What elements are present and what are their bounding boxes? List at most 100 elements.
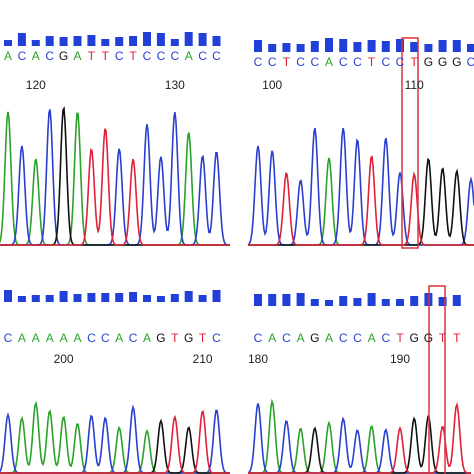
quality-bar xyxy=(31,40,40,46)
quality-bar xyxy=(438,40,447,52)
quality-bar xyxy=(129,36,138,46)
quality-bar xyxy=(115,293,124,302)
base-letter: T xyxy=(88,49,96,63)
quality-bar xyxy=(268,44,277,52)
quality-bar xyxy=(424,44,433,52)
base-letter: C xyxy=(310,55,319,69)
quality-bar xyxy=(396,39,404,52)
base-letter: G xyxy=(424,55,433,69)
quality-bar xyxy=(296,293,305,306)
quality-bar xyxy=(4,290,12,302)
quality-bar xyxy=(438,297,447,306)
base-letter: T xyxy=(129,49,137,63)
base-letter: A xyxy=(325,331,333,345)
base-letter: T xyxy=(199,331,207,345)
base-letter: C xyxy=(254,55,263,69)
quality-bar xyxy=(212,36,221,46)
quality-bar xyxy=(17,33,26,46)
quality-bar xyxy=(452,40,461,52)
quality-bar xyxy=(170,39,179,46)
trace-t xyxy=(248,401,471,474)
base-letter: G xyxy=(410,331,419,345)
base-letter: C xyxy=(381,331,390,345)
base-letter: C xyxy=(198,49,207,63)
quality-bar xyxy=(282,294,291,306)
base-letter: C xyxy=(282,331,291,345)
quality-bar xyxy=(353,298,362,306)
position-label: 180 xyxy=(248,352,268,366)
quality-bar xyxy=(101,293,110,302)
base-letter: A xyxy=(143,331,151,345)
quality-bar xyxy=(325,300,333,306)
base-letter: A xyxy=(4,49,12,63)
quality-bar xyxy=(367,40,376,52)
base-letter: C xyxy=(212,49,221,63)
trace-t xyxy=(0,410,230,474)
quality-bar xyxy=(310,299,319,306)
trace-t xyxy=(248,155,474,246)
quality-bar xyxy=(467,44,474,52)
position-label: 210 xyxy=(193,352,213,366)
quality-bar xyxy=(73,294,82,302)
base-letter: T xyxy=(283,55,291,69)
base-letter: A xyxy=(73,331,81,345)
base-letter: C xyxy=(115,49,124,63)
base-letter: C xyxy=(170,49,179,63)
base-letter: T xyxy=(439,331,447,345)
quality-bar xyxy=(353,42,362,52)
base-letter: C xyxy=(396,55,405,69)
base-letter: C xyxy=(339,331,348,345)
quality-bar xyxy=(396,299,404,306)
quality-bar xyxy=(212,290,221,302)
base-letter: C xyxy=(467,55,474,69)
base-letter: A xyxy=(368,331,376,345)
quality-bar xyxy=(156,33,165,46)
quality-bar xyxy=(367,293,376,306)
highlight-box xyxy=(428,285,446,474)
base-letter: A xyxy=(46,331,54,345)
base-letter: A xyxy=(268,331,276,345)
base-letter: C xyxy=(18,49,27,63)
base-letter: C xyxy=(339,55,348,69)
quality-bar xyxy=(410,42,419,52)
quality-bar xyxy=(184,32,193,46)
quality-bar xyxy=(156,296,165,302)
base-letter: C xyxy=(296,55,305,69)
base-letter: G xyxy=(438,55,447,69)
base-letter: A xyxy=(18,331,26,345)
base-letter: C xyxy=(101,331,110,345)
quality-bar xyxy=(296,44,305,52)
base-letter: C xyxy=(4,331,13,345)
quality-bar xyxy=(254,40,262,52)
base-letter: A xyxy=(325,55,333,69)
quality-bar xyxy=(282,43,291,52)
base-letter: C xyxy=(353,55,362,69)
quality-bar xyxy=(170,294,179,302)
base-letter: A xyxy=(32,49,40,63)
base-letter: C xyxy=(87,331,96,345)
base-letter: C xyxy=(157,49,166,63)
quality-bar xyxy=(184,291,193,302)
position-label: 120 xyxy=(26,78,46,92)
base-letter: C xyxy=(143,49,152,63)
base-letter: G xyxy=(424,331,433,345)
quality-bar xyxy=(87,35,96,46)
trace-t xyxy=(0,128,230,246)
base-letter: A xyxy=(60,331,68,345)
quality-bar xyxy=(452,295,461,306)
highlight-box xyxy=(401,37,419,249)
quality-bar xyxy=(17,296,26,302)
quality-bar xyxy=(59,37,68,46)
base-letter: C xyxy=(353,331,362,345)
base-letter: T xyxy=(411,55,419,69)
base-letter: T xyxy=(102,49,110,63)
base-letter: C xyxy=(381,55,390,69)
quality-bar xyxy=(254,294,262,306)
position-label: 100 xyxy=(262,78,282,92)
quality-bar xyxy=(268,294,277,306)
base-letter: A xyxy=(32,331,40,345)
quality-bar xyxy=(87,293,96,302)
quality-bar xyxy=(339,39,348,52)
